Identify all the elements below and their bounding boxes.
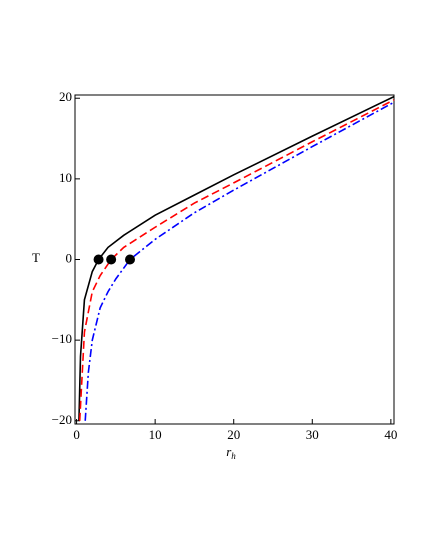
x-tick-label: 20 — [227, 427, 240, 442]
marker — [93, 254, 104, 265]
plot-frame — [74, 94, 395, 425]
marker — [125, 254, 135, 265]
y-tick-label: 20 — [59, 89, 72, 104]
curve — [78, 99, 395, 421]
x-axis-label-sub: h — [231, 451, 236, 461]
y-tick-label: −20 — [52, 412, 72, 427]
x-tick-label: 10 — [149, 427, 162, 442]
x-tick-label: 40 — [384, 427, 397, 442]
x-tick-label: 30 — [306, 427, 319, 442]
y-tick-label: −10 — [52, 331, 72, 346]
y-tick-label: 0 — [66, 250, 73, 265]
marker — [106, 254, 117, 265]
y-axis-label: T — [32, 250, 40, 265]
y-tick-label: 10 — [59, 170, 72, 185]
x-tick-label: 0 — [73, 427, 80, 442]
curve — [78, 95, 395, 421]
x-axis-label-base: r — [226, 444, 232, 459]
x-axis-label: rh — [226, 444, 236, 461]
curve — [84, 101, 395, 421]
